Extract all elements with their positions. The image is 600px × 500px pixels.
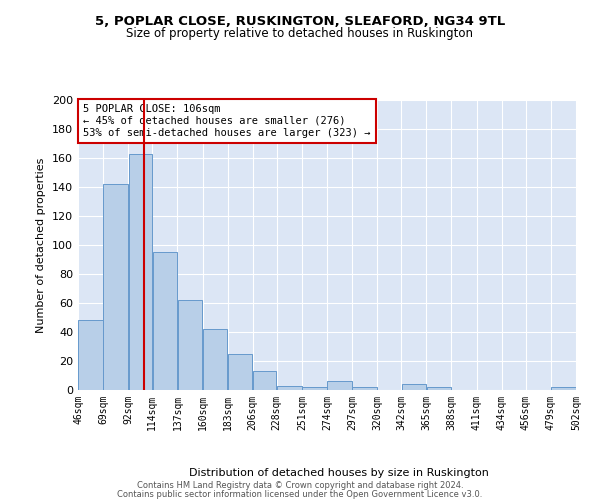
Bar xyxy=(178,300,202,390)
Bar xyxy=(228,354,253,390)
Text: Contains HM Land Registry data © Crown copyright and database right 2024.: Contains HM Land Registry data © Crown c… xyxy=(137,481,463,490)
Text: Contains public sector information licensed under the Open Government Licence v3: Contains public sector information licen… xyxy=(118,490,482,499)
Bar xyxy=(302,387,326,390)
Bar xyxy=(79,320,103,390)
Bar xyxy=(103,184,128,390)
Bar xyxy=(551,387,575,390)
Text: 5, POPLAR CLOSE, RUSKINGTON, SLEAFORD, NG34 9TL: 5, POPLAR CLOSE, RUSKINGTON, SLEAFORD, N… xyxy=(95,15,505,28)
Bar xyxy=(401,384,426,390)
Y-axis label: Number of detached properties: Number of detached properties xyxy=(37,158,46,332)
Bar xyxy=(152,252,177,390)
Text: Size of property relative to detached houses in Ruskington: Size of property relative to detached ho… xyxy=(127,28,473,40)
Bar xyxy=(203,329,227,390)
Bar xyxy=(128,154,152,390)
Bar xyxy=(328,382,352,390)
Text: Distribution of detached houses by size in Ruskington: Distribution of detached houses by size … xyxy=(189,468,489,477)
Text: 5 POPLAR CLOSE: 106sqm
← 45% of detached houses are smaller (276)
53% of semi-de: 5 POPLAR CLOSE: 106sqm ← 45% of detached… xyxy=(83,104,370,138)
Bar xyxy=(352,387,377,390)
Bar xyxy=(427,387,451,390)
Bar xyxy=(253,371,277,390)
Bar xyxy=(277,386,302,390)
